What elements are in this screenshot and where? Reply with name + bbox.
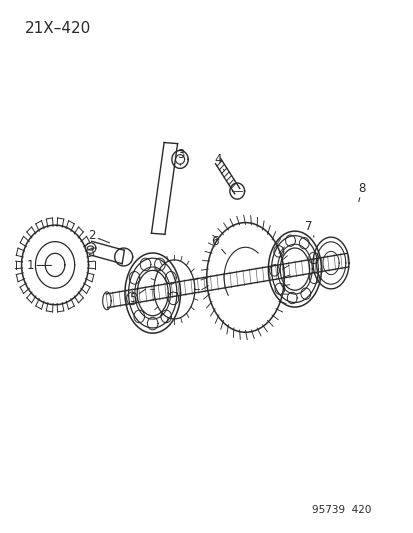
Text: 95739  420: 95739 420 (311, 505, 370, 515)
Text: 1: 1 (27, 259, 51, 272)
Text: 2: 2 (88, 229, 109, 243)
Text: 4: 4 (214, 154, 223, 170)
Text: 7: 7 (305, 220, 313, 237)
Text: 21X–420: 21X–420 (25, 21, 91, 36)
Text: 6: 6 (211, 235, 225, 254)
Text: 5: 5 (129, 289, 145, 305)
Text: 8: 8 (358, 182, 365, 201)
Text: 3: 3 (176, 148, 184, 165)
